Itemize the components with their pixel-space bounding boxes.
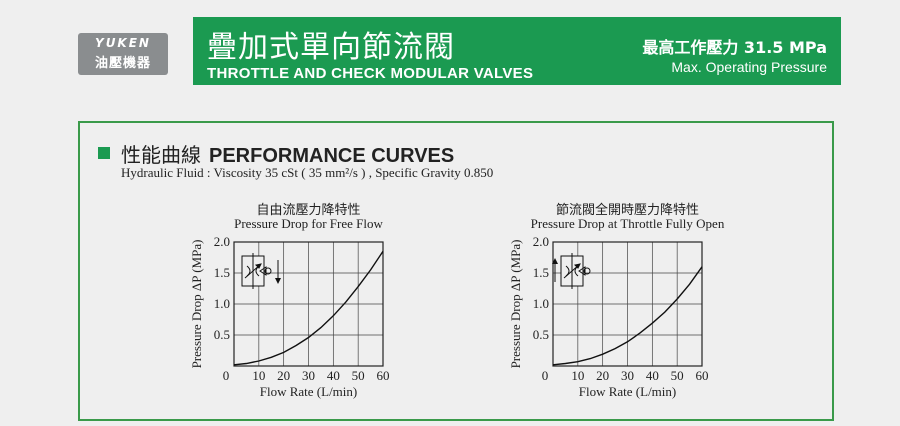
- chart1-x-axis-label: Flow Rate (L/min): [260, 384, 358, 399]
- chart2-y-tick-label: 1.5: [533, 265, 549, 280]
- chart2-title-zh: 節流閥全開時壓力降特性: [556, 202, 699, 218]
- chart1-y-tick-label: 2.0: [214, 234, 230, 249]
- chart2-x-tick-label: 0: [542, 368, 549, 383]
- chart1-plot-frame: [233, 241, 384, 367]
- chart1-y-tick-label: 0.5: [214, 327, 230, 342]
- chart2-series-line: [552, 266, 703, 366]
- chart2-flow-arrow-head-icon: [552, 258, 558, 264]
- chart2-x-tick-label: 60: [696, 368, 709, 383]
- chart1-x-tick-label: 50: [352, 368, 365, 383]
- chart2-x-tick-label: 20: [596, 368, 609, 383]
- title-en: THROTTLE AND CHECK MODULAR VALVES: [207, 65, 534, 82]
- chart2-y-tick-label: 2.0: [533, 234, 549, 249]
- section-title-en: PERFORMANCE CURVES: [209, 145, 455, 167]
- chart1-x-tick-label: 40: [327, 368, 340, 383]
- chart2-x-axis-label: Flow Rate (L/min): [579, 384, 677, 399]
- chart2-plot-frame: [552, 241, 703, 367]
- logo-sub: 油壓機器: [94, 56, 151, 71]
- chart2-y-tick-label: 0.5: [533, 327, 549, 342]
- chart2-x-tick-label: 30: [621, 368, 634, 383]
- chart1-x-tick-label: 30: [302, 368, 315, 383]
- chart1-series-line: [233, 250, 384, 366]
- title-zh: 疊加式單向節流閥: [207, 30, 455, 65]
- fluid-spec: Hydraulic Fluid : Viscosity 35 cSt ( 35 …: [121, 165, 494, 180]
- chart1-x-tick-label: 10: [252, 368, 265, 383]
- yuken-logo: YUKEN 油壓機器: [78, 33, 168, 75]
- chart1-title: Pressure Drop for Free Flow: [234, 216, 383, 231]
- chart1-flow-arrow-head-icon: [275, 278, 281, 284]
- chart1-y-axis-label: Pressure Drop ΔP (MPa): [189, 240, 204, 369]
- chart2-title: Pressure Drop at Throttle Fully Open: [531, 216, 725, 231]
- header-banner: 疊加式單向節流閥 THROTTLE AND CHECK MODULAR VALV…: [193, 17, 841, 85]
- chart1-y-tick-label: 1.0: [214, 296, 230, 311]
- chart1-x-tick-label: 60: [377, 368, 390, 383]
- chart1-x-tick-label: 0: [223, 368, 230, 383]
- chart2-x-tick-label: 10: [571, 368, 584, 383]
- chart2-y-tick-label: 1.0: [533, 296, 549, 311]
- chart1-title-zh: 自由流壓力降特性: [256, 203, 360, 218]
- performance-panel: [78, 121, 834, 421]
- chart1-valve-symbol-icon: [241, 253, 272, 289]
- chart2-valve-symbol-icon: [560, 253, 591, 289]
- logo-brand: YUKEN: [95, 36, 151, 50]
- section-title-zh: 性能曲線: [121, 143, 201, 167]
- chart2-x-tick-label: 40: [646, 368, 659, 383]
- chart2-x-tick-label: 50: [671, 368, 684, 383]
- section-title: 性能曲線 PERFORMANCE CURVES: [121, 139, 454, 168]
- section-marker-icon: [98, 147, 110, 159]
- chart1-x-tick-label: 20: [277, 368, 290, 383]
- max-pressure-label: Max. Operating Pressure: [671, 59, 827, 75]
- max-pressure: 最高工作壓力 31.5 MPa: [642, 38, 827, 57]
- chart2-y-axis-label: Pressure Drop ΔP (MPa): [508, 240, 523, 369]
- chart1-y-tick-label: 1.5: [214, 265, 230, 280]
